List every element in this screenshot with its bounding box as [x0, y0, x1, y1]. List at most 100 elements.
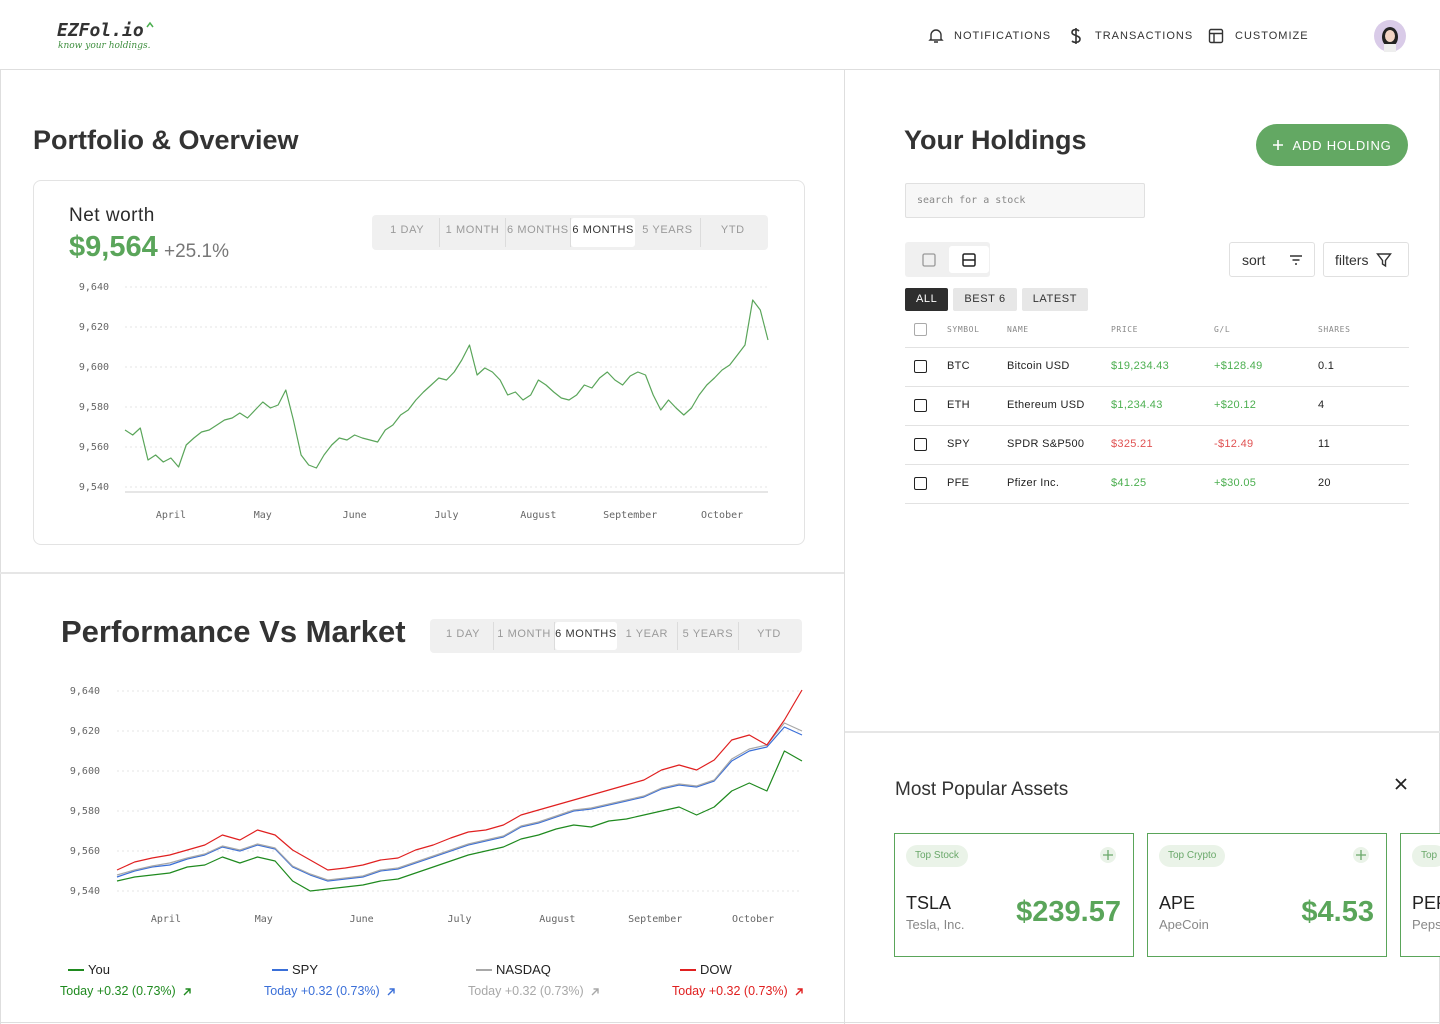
checkbox[interactable]	[914, 323, 927, 336]
table-cell: 20	[1318, 477, 1331, 489]
legend-item: SPY Today +0.32 (0.73%)	[264, 958, 464, 1004]
dollar-icon	[1071, 28, 1081, 44]
table-cell: Ethereum USD	[1007, 399, 1085, 411]
add-plus	[1103, 850, 1113, 860]
holding-tabs: ALL BEST 6 LATEST	[905, 288, 1089, 311]
portfolio-chart: 9,540 9,560 9,580 9,600 9,620 9,640 April May Ju…	[79, 282, 769, 521]
x-tick-label: August	[520, 510, 556, 521]
table-cell: ETH	[947, 399, 970, 411]
nav-item[interactable]: NOTIFICATIONS	[954, 30, 1052, 42]
table-header: SYMBOL NAME PRICE G/L SHARES	[905, 315, 1409, 348]
table-cell: Pfizer Inc.	[1007, 477, 1060, 489]
table-row: SPY SPDR S&P500 $325.21 -$12.49 11	[905, 426, 1409, 465]
asset-card[interactable]: Top Crypto APE ApeCoin $4.53	[1147, 833, 1387, 957]
table-cell: $325.21	[1111, 438, 1153, 450]
x-tick-label: April	[151, 914, 181, 925]
bell-icon	[928, 29, 944, 43]
logo[interactable]: EZFol.io	[57, 20, 144, 41]
checkbox[interactable]	[914, 399, 927, 412]
checkbox[interactable]	[914, 477, 927, 490]
table-cell: +$128.49	[1214, 360, 1263, 372]
range-tab[interactable]: 1 DAY	[375, 218, 441, 247]
add-holding-button[interactable]: ADD HOLDING	[1256, 124, 1408, 166]
asset-card[interactable]: Top Stock TSLA Tesla, Inc. $239.57	[894, 833, 1134, 957]
checkbox[interactable]	[914, 360, 927, 373]
checkbox[interactable]	[914, 438, 927, 451]
y-tick-label: 9,540	[70, 886, 100, 897]
range-tab[interactable]: 5 YEARS	[635, 218, 701, 247]
add-icon[interactable]	[1352, 846, 1370, 864]
table-row: ETH Ethereum USD $1,234.43 +$20.12 4	[905, 387, 1409, 426]
range-tab[interactable]: 6 MONTHS	[570, 218, 636, 247]
y-tick-label: 9,600	[70, 766, 100, 777]
range-tab[interactable]: 1 MONTH	[494, 622, 556, 650]
sort-button[interactable]: sort	[1229, 242, 1315, 277]
range-tab[interactable]: 1 DAY	[433, 622, 495, 650]
table-cell: +$30.05	[1214, 477, 1257, 489]
arrow	[387, 988, 395, 996]
legend-swatch	[68, 969, 84, 971]
range-tabs: 1 DAY 1 MONTH 6 MONTHS 1 YEAR 5 YEARS YTD	[430, 619, 802, 653]
range-tab[interactable]: YTD	[720, 224, 745, 236]
search-input[interactable]: search for a stock	[905, 183, 1145, 218]
tagline: know your holdings.	[58, 41, 151, 51]
holding-tab[interactable]: BEST 6	[953, 288, 1017, 311]
x-tick-label: April	[156, 510, 186, 521]
card	[33, 180, 805, 545]
panel-divider	[0, 572, 844, 574]
holding-tab[interactable]: ALL	[905, 288, 949, 311]
holdings-table: SYMBOL NAME PRICE G/L SHARES BTC Bitcoin USD $1…	[905, 315, 1409, 505]
x-tick-label: June	[350, 914, 374, 925]
asset-name: ApeCoin	[1159, 917, 1209, 932]
x-tick-label: July	[434, 510, 458, 521]
table-row: BTC Bitcoin USD $19,234.43 +$128.49 0.1	[905, 348, 1409, 387]
avatar[interactable]	[1374, 20, 1406, 52]
asset-symbol: PEP	[1412, 893, 1440, 913]
asset-card[interactable]: Top PEP Peps	[1400, 833, 1440, 957]
column-header: NAME	[1007, 325, 1029, 334]
add-icon[interactable]	[1099, 846, 1117, 864]
x-tick-label: September	[603, 510, 657, 521]
x-tick-label: July	[447, 914, 471, 925]
section-title: Portfolio & Overview	[33, 125, 299, 155]
close-icon[interactable]	[1395, 778, 1407, 790]
legend-change: Today +0.32 (0.73%)	[672, 984, 788, 998]
holding-tab[interactable]: LATEST	[1021, 288, 1089, 311]
x-tick-label: October	[732, 914, 774, 925]
range-tab[interactable]: 1 MONTH	[440, 218, 506, 247]
net-worth: $9,564	[69, 231, 158, 263]
y-tick-label: 9,580	[70, 806, 100, 817]
range-tab[interactable]: 1 YEAR	[617, 622, 678, 650]
table-row: PFE Pfizer Inc. $41.25 +$30.05 20	[905, 465, 1409, 504]
range-tab[interactable]: 6 MONTHS	[555, 622, 617, 650]
filter-icon	[1376, 252, 1393, 267]
data-line	[116, 726, 803, 882]
y-tick-label: 9,560	[79, 442, 109, 453]
asset-price: $239.57	[1016, 896, 1121, 928]
button-label: ADD HOLDING	[1292, 137, 1392, 153]
x-tick-label: June	[343, 510, 367, 521]
column-header: SYMBOL	[947, 325, 980, 334]
filters-button[interactable]: filters	[1323, 242, 1409, 277]
legend-swatch	[680, 969, 696, 971]
sort-icon	[1290, 254, 1303, 265]
data-line	[116, 750, 803, 892]
y-tick-label: 9,620	[79, 322, 109, 333]
arrow	[795, 988, 803, 996]
legend-name: NASDAQ	[496, 962, 551, 977]
legend-item: NASDAQ Today +0.32 (0.73%)	[468, 958, 668, 1004]
range-tab[interactable]: YTD	[757, 628, 781, 640]
customize-icon	[1208, 28, 1224, 44]
grid-view-icon[interactable]	[921, 252, 937, 268]
asset-name: Peps	[1412, 917, 1440, 932]
logo-arrow	[146, 21, 154, 28]
legend-name: DOW	[700, 962, 732, 977]
range-tab[interactable]: 5 YEARS	[678, 622, 739, 650]
asset-tag: Top Crypto	[1159, 845, 1226, 867]
nav-item[interactable]: CUSTOMIZE	[1235, 30, 1309, 42]
nav-item[interactable]: TRANSACTIONS	[1095, 30, 1194, 42]
y-tick-label: 9,560	[70, 846, 100, 857]
range-tab[interactable]: 6 MONTHS	[506, 218, 571, 247]
section-title: Most Popular Assets	[895, 779, 1069, 800]
